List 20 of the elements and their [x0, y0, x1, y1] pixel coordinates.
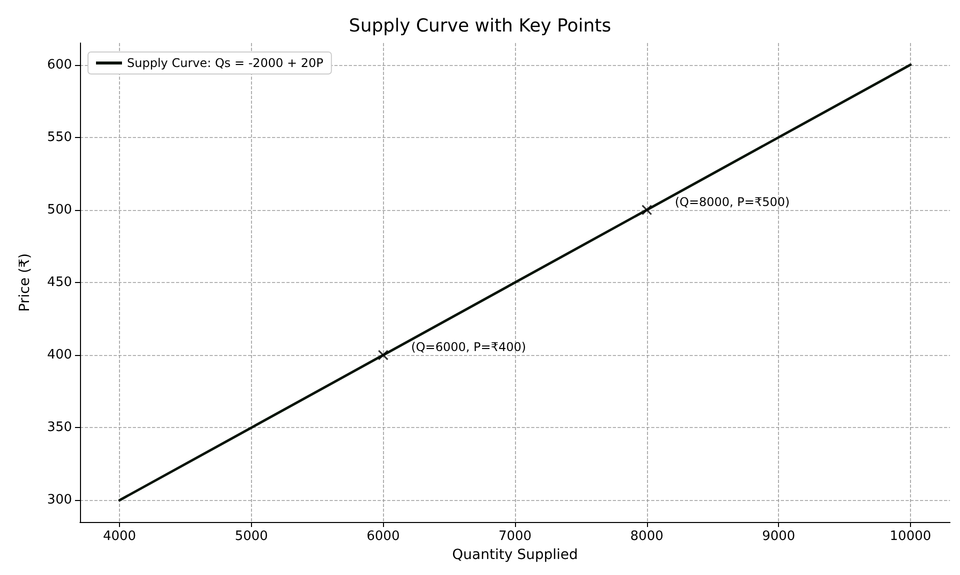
y-tick-label: 450: [47, 275, 72, 290]
y-tick-label: 300: [47, 492, 72, 508]
x-tick-label: 4000: [103, 529, 136, 544]
x-tick-label: 5000: [234, 529, 268, 544]
x-tick-label: 6000: [366, 529, 400, 544]
x-axis-title: Quantity Supplied: [452, 547, 578, 563]
x-tick-label: 9000: [762, 529, 796, 544]
annotation: (Q=8000, P=₹500): [674, 194, 790, 209]
y-tick-label: 350: [47, 420, 72, 436]
annotation: (Q=6000, P=₹400): [411, 340, 526, 354]
legend-label: Supply Curve: Qs = -2000 + 20P: [127, 56, 324, 70]
y-tick-label: 600: [47, 57, 72, 72]
y-tick-label: 500: [47, 202, 72, 218]
y-tick-label: 400: [47, 348, 72, 363]
x-tick-label: 7000: [498, 529, 532, 544]
y-axis-title: Price (₹): [17, 253, 33, 312]
x-tick-label: 8000: [630, 529, 664, 544]
y-tick-label: 550: [47, 130, 72, 145]
chart-title: Supply Curve with Key Points: [348, 16, 612, 36]
x-tick-label: 10000: [890, 529, 932, 544]
